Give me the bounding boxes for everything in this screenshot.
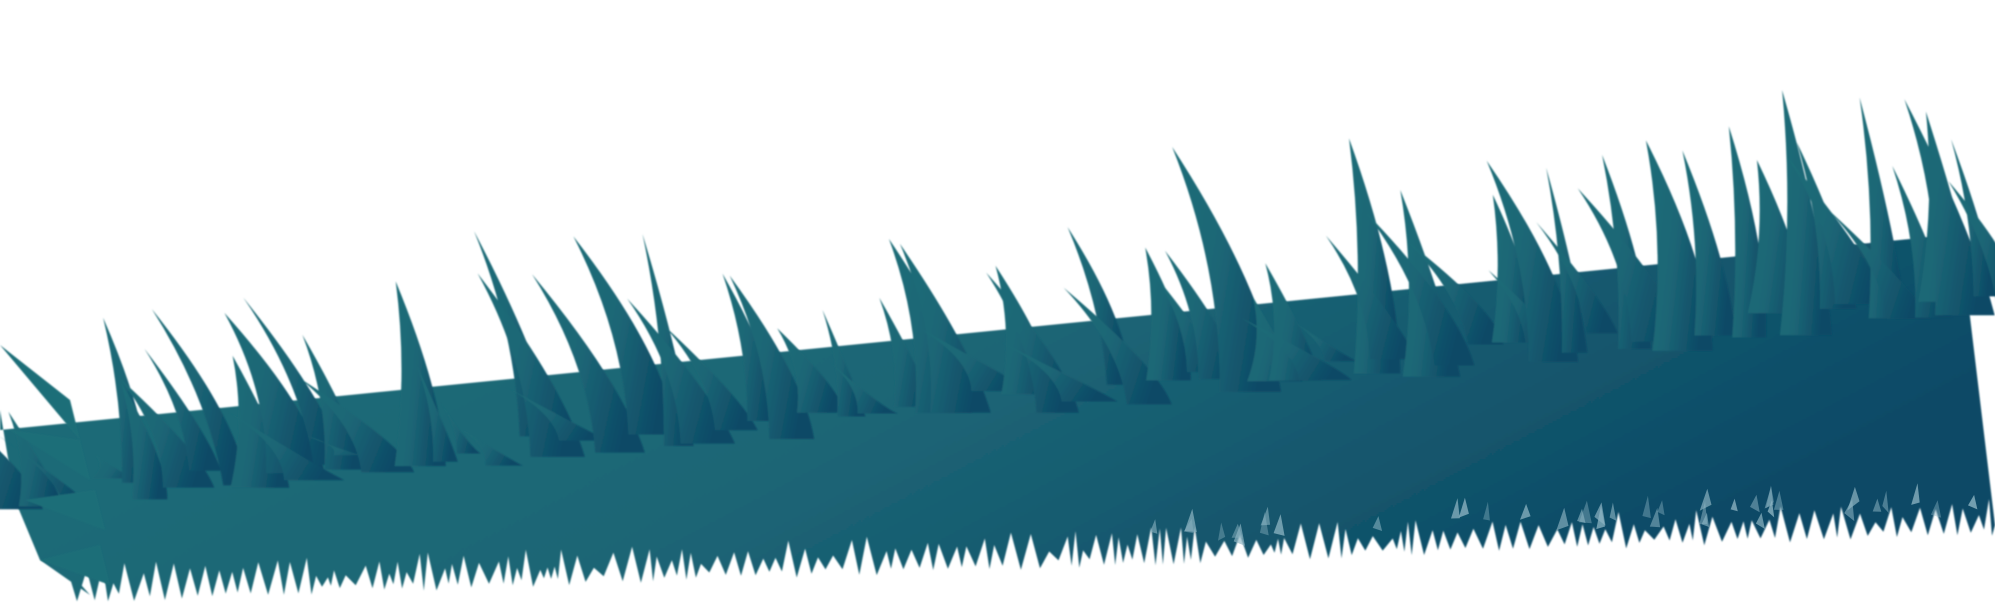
grass-blade: [777, 328, 845, 413]
grass-highlight: [1755, 512, 1765, 529]
grass-highlight: [1556, 507, 1569, 531]
grass-highlight: [1150, 519, 1158, 534]
grass-highlight: [1609, 502, 1617, 521]
grass-blade: [25, 490, 105, 530]
grass-blade: [1001, 342, 1118, 402]
grass-blade: [151, 309, 248, 486]
grass-blade: [1486, 160, 1579, 362]
grass-blade: [227, 411, 345, 481]
grass-blade: [10, 430, 90, 480]
grass-highlight: [1911, 483, 1920, 505]
grass-blade: [1682, 150, 1736, 336]
grass-highlight: [1930, 500, 1942, 518]
grass-blade: [1326, 235, 1417, 360]
grass-highlight: [1750, 494, 1760, 513]
grass-highlight: [1260, 506, 1271, 526]
grass-blade: [1265, 263, 1322, 381]
grass-blade: [1063, 287, 1172, 405]
grass-blade: [1645, 140, 1713, 351]
grass-highlight: [1372, 516, 1383, 532]
grass-blade: [462, 429, 524, 466]
grass-blade: [532, 274, 645, 453]
grass-blade: [92, 455, 142, 481]
grass-blade: [0, 345, 80, 440]
grass-blade: [627, 298, 735, 444]
grass-blade: [663, 325, 758, 431]
grass-blade: [120, 381, 168, 500]
grass-highlight: [1847, 486, 1860, 511]
grass-blade: [502, 385, 609, 441]
grass-highlight: [1218, 522, 1226, 541]
grass-blade: [1145, 247, 1191, 381]
grass-blade: [1779, 90, 1833, 336]
grass-blade: [477, 273, 585, 457]
grass-highlight: [1767, 500, 1775, 518]
grass-blade: [1241, 318, 1352, 381]
grass-blade: [1407, 241, 1504, 345]
grass-highlight: [1649, 507, 1661, 528]
grass-blade: [0, 436, 93, 507]
grass-blade: [439, 401, 481, 454]
grass-highlight: [1773, 490, 1784, 510]
grass-highlight: [1458, 497, 1469, 518]
grass-highlight: [1579, 500, 1592, 524]
grass-highlight: [1184, 508, 1197, 532]
grass-blade: [573, 236, 677, 435]
grass-highlight: [1451, 498, 1460, 519]
grass-blade: [243, 297, 347, 465]
grass-highlight: [1273, 514, 1285, 536]
grass-blade: [1365, 211, 1475, 366]
grass-highlight: [1183, 518, 1194, 534]
grass-highlight: [1872, 498, 1882, 512]
grass-blade: [40, 545, 110, 585]
grass-blade: [224, 312, 325, 474]
grass-highlight: [1231, 523, 1243, 538]
grass-highlight: [1594, 502, 1606, 526]
grass-highlight: [1699, 488, 1712, 511]
grass-blade: [1904, 99, 1995, 316]
grass-highlight: [1577, 508, 1586, 523]
grass-blade: [829, 361, 898, 414]
grass-blade: [1536, 222, 1618, 334]
grass-blade: [1172, 147, 1282, 392]
grass-highlight: [1233, 523, 1245, 546]
grass-blade: [144, 348, 222, 471]
grass-blade: [1288, 317, 1358, 362]
grass-highlight: [1657, 500, 1665, 516]
grass-highlight: [1730, 498, 1738, 512]
grass-highlight: [1483, 501, 1490, 521]
grass-highlight: [1701, 512, 1709, 527]
grass-blade: [300, 378, 415, 473]
grass-highlights: [1150, 483, 1978, 546]
grass-highlight: [1968, 494, 1978, 510]
grass-blades: [0, 90, 1995, 585]
grass-blade: [1786, 155, 1890, 305]
grass-blade: [1827, 208, 1932, 319]
grass-blade: [416, 365, 458, 462]
grass-highlight: [1882, 490, 1889, 513]
grass-blade: [729, 275, 815, 439]
grass-highlight: [1764, 486, 1774, 509]
grass-highlight: [1642, 495, 1651, 519]
grass-blade: [920, 328, 1030, 392]
grass-blade: [1948, 181, 1995, 295]
grass-highlight: [1520, 503, 1531, 520]
